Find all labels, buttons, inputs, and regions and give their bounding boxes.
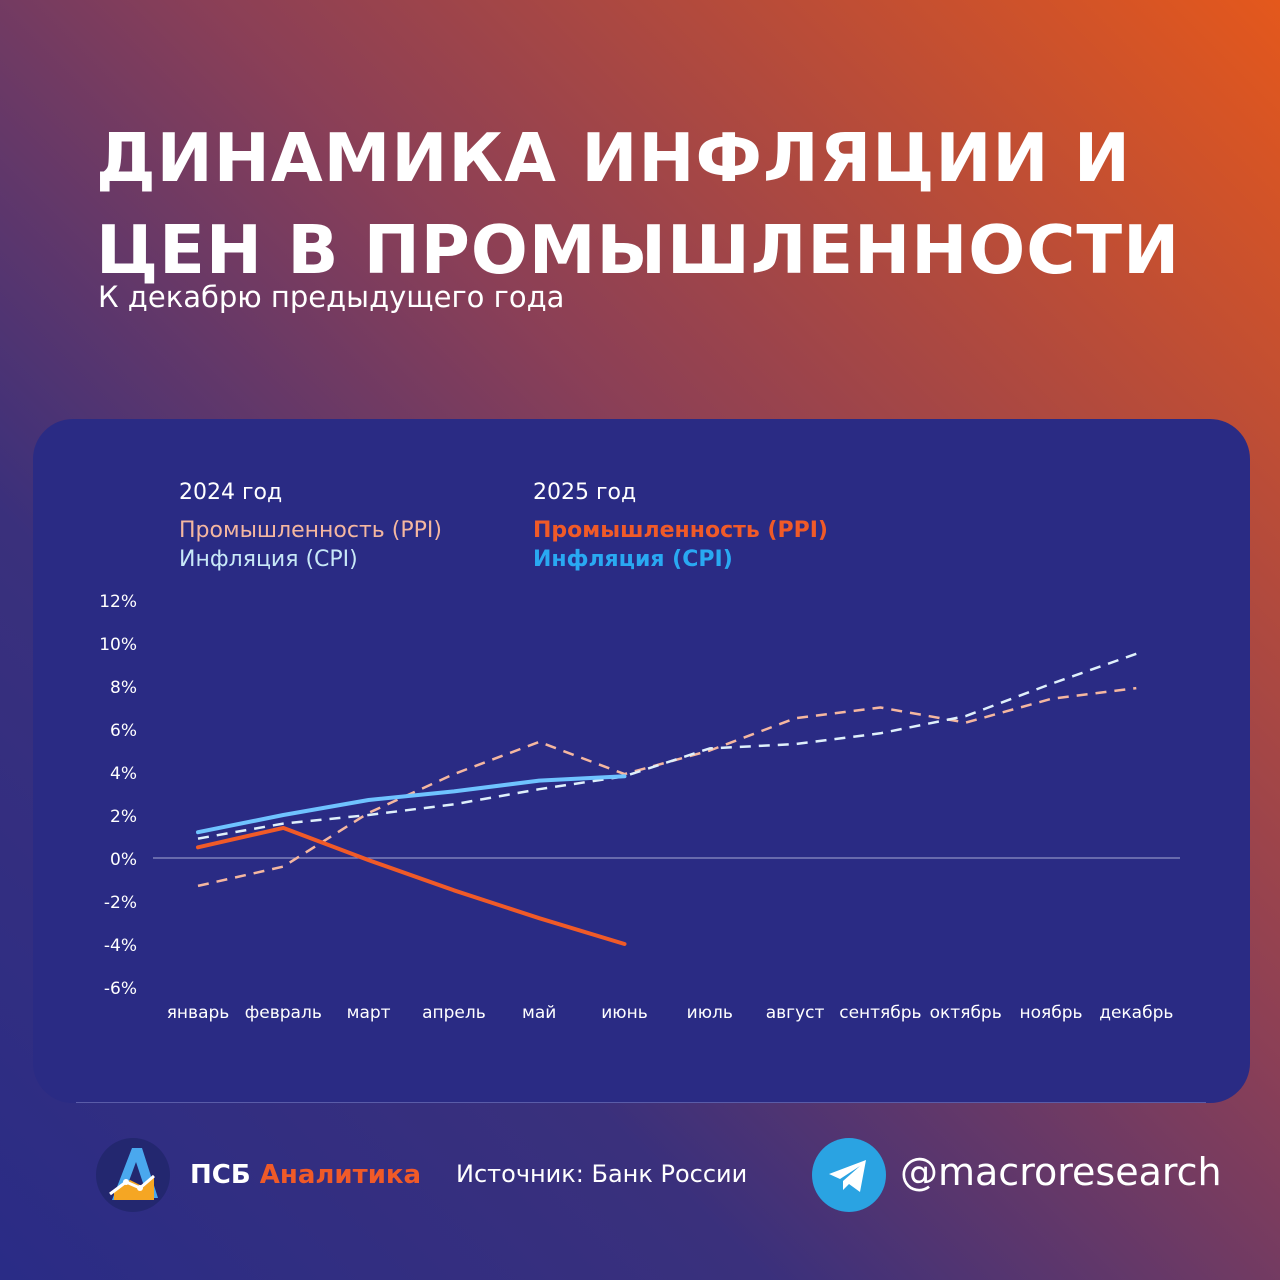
legend-2025-cpi: Инфляция (CPI) <box>533 547 733 572</box>
telegram-handle[interactable]: @macroresearch <box>900 1150 1222 1194</box>
page-subtitle: К декабрю предыдущего года <box>98 280 565 314</box>
legend-2025-heading: 2025 год <box>533 480 636 505</box>
telegram-icon[interactable] <box>812 1138 886 1212</box>
y-tick-label: -2% <box>104 893 137 913</box>
y-tick-label: 6% <box>110 721 137 741</box>
y-tick-label: 4% <box>110 764 137 784</box>
x-tick-label: январь <box>167 1003 230 1023</box>
title-line-2: ЦЕН В ПРОМЫШЛЕННОСТИ <box>96 211 1181 289</box>
legend-2024-heading: 2024 год <box>179 480 282 505</box>
x-tick-label: декабрь <box>1099 1003 1173 1023</box>
series-line-cpi_2024 <box>197 652 1137 840</box>
y-tick-label: 12% <box>99 592 137 612</box>
x-tick-label: октябрь <box>930 1003 1002 1023</box>
x-tick-label: апрель <box>422 1003 486 1023</box>
x-tick-label: март <box>347 1003 391 1023</box>
x-tick-label: февраль <box>245 1003 322 1023</box>
series-line-ppi_2025 <box>196 825 627 946</box>
legend: 2024 год Промышленность (PPI) Инфляция (… <box>179 480 828 572</box>
logo-a-icon <box>109 1148 158 1200</box>
x-axis: январь февраль март апрель май июнь июль август… <box>167 1003 1174 1023</box>
x-tick-label: август <box>766 1003 825 1023</box>
series-line-ppi_2024 <box>197 686 1137 888</box>
legend-2024-ppi: Промышленность (PPI) <box>179 518 442 543</box>
series-line-cpi_2025 <box>196 774 627 835</box>
chart-panel: 2024 год Промышленность (PPI) Инфляция (… <box>33 419 1250 1103</box>
psb-analytics-logo <box>96 1138 170 1212</box>
y-tick-label: -6% <box>104 979 137 999</box>
legend-2025-ppi: Промышленность (PPI) <box>533 518 828 543</box>
x-tick-label: май <box>522 1003 556 1023</box>
y-axis: 12% 10% 8% 6% 4% 2% 0% -2% -4% -6% <box>99 592 137 999</box>
y-tick-label: -4% <box>104 936 137 956</box>
line-chart: 2024 год Промышленность (PPI) Инфляция (… <box>99 480 1180 1023</box>
x-tick-label: июнь <box>601 1003 648 1023</box>
y-tick-label: 10% <box>99 635 137 655</box>
x-tick-label: ноябрь <box>1019 1003 1082 1023</box>
brand-psb: ПСБ <box>190 1160 251 1190</box>
page-title: ДИНАМИКА ИНФЛЯЦИИ И ЦЕН В ПРОМЫШЛЕННОСТИ <box>96 112 1180 296</box>
footer-divider <box>76 1102 1206 1103</box>
x-tick-label: сентябрь <box>839 1003 921 1023</box>
x-tick-label: июль <box>687 1003 733 1023</box>
telegram-plane-icon <box>829 1160 866 1192</box>
series-layer <box>196 652 1137 946</box>
y-tick-label: 8% <box>110 678 137 698</box>
legend-2024-cpi: Инфляция (CPI) <box>179 547 358 572</box>
brand-analytics: Аналитика <box>259 1160 422 1190</box>
title-line-1: ДИНАМИКА ИНФЛЯЦИИ И <box>96 119 1131 197</box>
brand-name: ПСБ Аналитика <box>190 1160 421 1190</box>
y-tick-label: 2% <box>110 807 137 827</box>
y-tick-label: 0% <box>110 850 137 870</box>
source-note: Источник: Банк России <box>456 1160 748 1188</box>
